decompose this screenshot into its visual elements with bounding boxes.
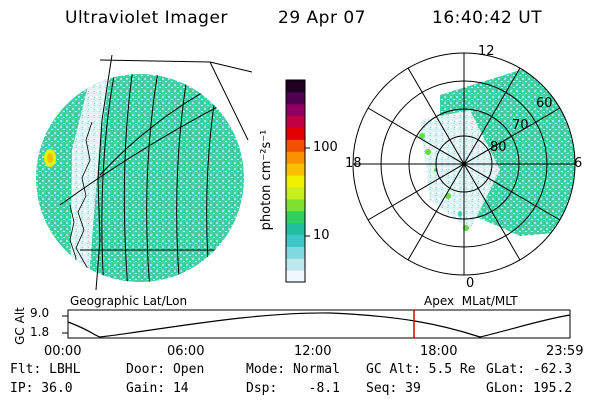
colorbar-segment — [286, 151, 305, 164]
colorbar-segment — [286, 163, 305, 176]
status-gc-alt: GC Alt: 5.5 Re — [366, 362, 476, 377]
instrument-title: Ultraviolet Imager — [65, 8, 228, 28]
right-panel-caption: Apex MLat/MLT — [424, 294, 518, 308]
colorbar-unit-label: photon cm⁻²s⁻¹ — [259, 130, 274, 231]
mlt-label-18: 18 — [345, 156, 362, 171]
status-seq: Seq: 39 — [366, 381, 421, 396]
orbit-ylabel: GC Alt — [13, 307, 27, 345]
lat-label-60: 60 — [536, 96, 553, 111]
status-gain: Gain: 14 — [126, 381, 189, 396]
geographic-image — [36, 54, 253, 291]
colorbar-segment — [286, 115, 305, 129]
status-door: Door: Open — [126, 362, 205, 377]
colorbar-segment — [286, 175, 305, 188]
colorbar-segment — [286, 222, 305, 235]
altitude-curve — [67, 312, 571, 338]
lat-label-70: 70 — [512, 118, 529, 133]
mlt-label-12: 12 — [478, 44, 495, 59]
orbit-xtick-0000: 00:00 — [44, 344, 82, 359]
orbit-xtick-1800: 18:00 — [420, 344, 458, 359]
status-glon: GLon: 195.2 — [486, 381, 573, 396]
status-mode: Mode: Normal — [246, 362, 340, 377]
status-dsp: Dsp: -8.1 — [246, 381, 340, 396]
time-label: 16:40:42 UT — [432, 8, 543, 28]
colorbar-segment — [286, 139, 305, 152]
colorbar-tick-10: 10 — [313, 228, 330, 243]
mlt-label-0: 0 — [466, 276, 475, 291]
colorbar-tick-100: 100 — [313, 140, 338, 155]
orbit-ytick-1-8: 1.8 — [30, 325, 50, 339]
colorbar-frame — [285, 79, 306, 283]
colorbar-segment — [286, 91, 305, 105]
orbit-altitude-plot — [62, 309, 571, 339]
colorbar-segment — [286, 127, 305, 140]
header: Ultraviolet Imager 29 Apr 07 16:40:42 UT — [0, 8, 600, 32]
orbit-xtick-0600: 06:00 — [167, 344, 205, 359]
orbit-ytick-9: 9.0 — [30, 306, 50, 320]
colorbar-segment — [286, 258, 305, 271]
colorbar — [285, 79, 306, 283]
colorbar-segment — [286, 234, 305, 247]
date-label: 29 Apr 07 — [278, 8, 366, 28]
lat-label-80: 80 — [490, 140, 507, 155]
left-panel-caption: Geographic Lat/Lon — [70, 294, 188, 308]
orbit-xtick-2359: 23:59 — [546, 344, 584, 359]
polar-plot — [352, 52, 576, 276]
polar-grid — [352, 52, 576, 276]
colorbar-segment — [286, 103, 305, 117]
colorbar-segment — [286, 246, 305, 259]
colorbar-segment — [286, 210, 305, 224]
colorbar-segment — [286, 186, 305, 200]
orbit-frame — [67, 309, 571, 339]
status-ip: IP: 36.0 — [10, 381, 73, 396]
colorbar-segment — [286, 80, 305, 93]
earth-disk — [36, 74, 244, 282]
terminator-band — [70, 74, 112, 282]
colorbar-segment — [286, 270, 305, 283]
mlt-label-6: 6 — [574, 156, 583, 171]
status-filter: Flt: LBHL — [10, 362, 81, 377]
orbit-xtick-1200: 12:00 — [294, 344, 332, 359]
colorbar-segment — [286, 198, 305, 212]
status-glat: GLat: -62.3 — [486, 362, 573, 377]
